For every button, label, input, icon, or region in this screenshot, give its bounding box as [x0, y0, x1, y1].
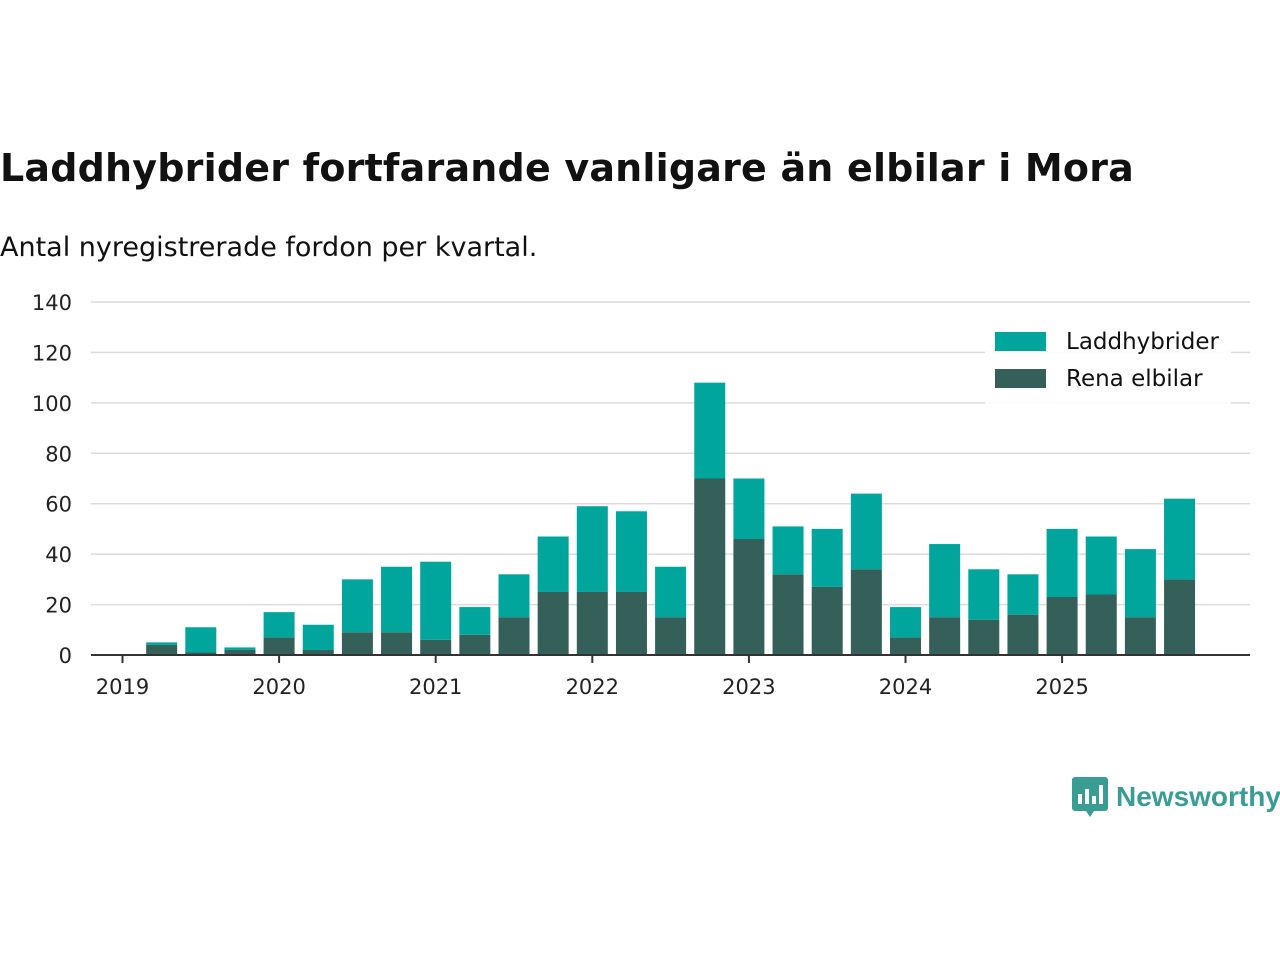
bar-laddhybrider	[381, 566, 413, 633]
bar-laddhybrider	[302, 624, 334, 650]
bar-rena-elbilar	[655, 617, 687, 655]
bar-laddhybrider	[1046, 528, 1078, 598]
bar-laddhybrider	[615, 511, 647, 592]
bar-laddhybrider	[420, 561, 452, 640]
bar-rena-elbilar	[1046, 597, 1078, 655]
bar-laddhybrider	[459, 607, 491, 635]
legend-label-laddhybrider: Laddhybrider	[1066, 329, 1219, 355]
legend-swatch-rena-elbilar	[995, 369, 1046, 388]
bar-laddhybrider	[655, 566, 687, 618]
chart-title: Laddhybrider fortfarande vanligare än el…	[0, 146, 1134, 190]
x-tick-label: 2020	[252, 675, 305, 699]
x-tick-label: 2021	[409, 675, 462, 699]
y-tick-label: 60	[45, 493, 72, 517]
bar-laddhybrider	[1085, 536, 1117, 595]
legend: Laddhybrider Rena elbilar	[985, 322, 1231, 404]
x-tick-label: 2019	[96, 675, 149, 699]
legend-label-rena-elbilar: Rena elbilar	[1066, 366, 1203, 392]
bar-laddhybrider	[968, 569, 1000, 620]
bar-laddhybrider	[811, 528, 843, 587]
bar-laddhybrider	[498, 574, 530, 618]
bar-rena-elbilar	[576, 591, 608, 655]
bar-rena-elbilar	[929, 617, 961, 655]
y-tick-label: 0	[59, 644, 72, 668]
bar-rena-elbilar	[811, 586, 843, 655]
bar-rena-elbilar	[850, 569, 882, 655]
bar-rena-elbilar	[694, 478, 726, 655]
bar-laddhybrider	[890, 607, 921, 638]
bar-laddhybrider	[929, 544, 961, 618]
bar-laddhybrider	[850, 493, 882, 570]
bar-rena-elbilar	[420, 639, 452, 655]
y-tick-label: 120	[32, 341, 72, 365]
bar-rena-elbilar	[381, 632, 413, 655]
bar-rena-elbilar	[498, 617, 530, 655]
bar-rena-elbilar	[968, 619, 1000, 655]
y-tick-label: 20	[45, 594, 72, 618]
bar-rena-elbilar	[459, 634, 491, 655]
bar-laddhybrider	[341, 579, 373, 633]
bar-rena-elbilar	[185, 652, 217, 655]
bars	[146, 382, 1196, 655]
bar-rena-elbilar	[537, 591, 569, 655]
y-tick-label: 80	[45, 442, 72, 466]
bar-rena-elbilar	[615, 591, 647, 655]
bar-rena-elbilar	[224, 649, 256, 655]
bar-rena-elbilar	[341, 632, 373, 655]
bar-rena-elbilar	[1007, 614, 1039, 655]
x-tick-label: 2024	[879, 675, 932, 699]
x-axis: 2019 2020 2021 2022 2023 2024 2025	[91, 654, 1250, 699]
chart-subtitle: Antal nyregistrerade fordon per kvartal.	[0, 232, 538, 263]
bar-laddhybrider	[1007, 574, 1039, 615]
bar-laddhybrider	[772, 526, 804, 575]
x-tick-label: 2023	[722, 675, 775, 699]
newsworthy-logo: Newsworthy	[1072, 777, 1280, 817]
bar-laddhybrider	[537, 536, 569, 592]
y-axis-tick-labels: 0 20 40 60 80 100 120 140	[32, 291, 72, 668]
bar-rena-elbilar	[772, 574, 804, 655]
bar-laddhybrider	[224, 647, 256, 650]
x-tick-label: 2022	[566, 675, 619, 699]
bar-rena-elbilar	[1164, 579, 1196, 655]
brand-name: Newsworthy	[1116, 781, 1280, 812]
bar-rena-elbilar	[1124, 617, 1156, 655]
bar-laddhybrider	[733, 478, 765, 540]
bar-rena-elbilar	[146, 644, 178, 655]
y-tick-label: 140	[32, 291, 72, 315]
bar-rena-elbilar	[263, 637, 295, 655]
bar-rena-elbilar	[1085, 594, 1117, 655]
bar-rena-elbilar	[733, 539, 765, 655]
newsworthy-logo-icon	[1072, 777, 1108, 817]
legend-swatch-laddhybrider	[995, 332, 1046, 351]
bar-laddhybrider	[1164, 498, 1196, 580]
bar-laddhybrider	[146, 642, 178, 645]
bar-laddhybrider	[263, 612, 295, 638]
y-tick-label: 40	[45, 543, 72, 567]
y-tick-label: 100	[32, 392, 72, 416]
bar-laddhybrider	[694, 382, 726, 479]
bar-laddhybrider	[1124, 549, 1156, 618]
bar-laddhybrider	[576, 506, 608, 592]
bar-rena-elbilar	[302, 649, 334, 655]
x-tick-label: 2025	[1035, 675, 1088, 699]
bar-laddhybrider	[185, 627, 217, 653]
bar-rena-elbilar	[890, 637, 921, 655]
